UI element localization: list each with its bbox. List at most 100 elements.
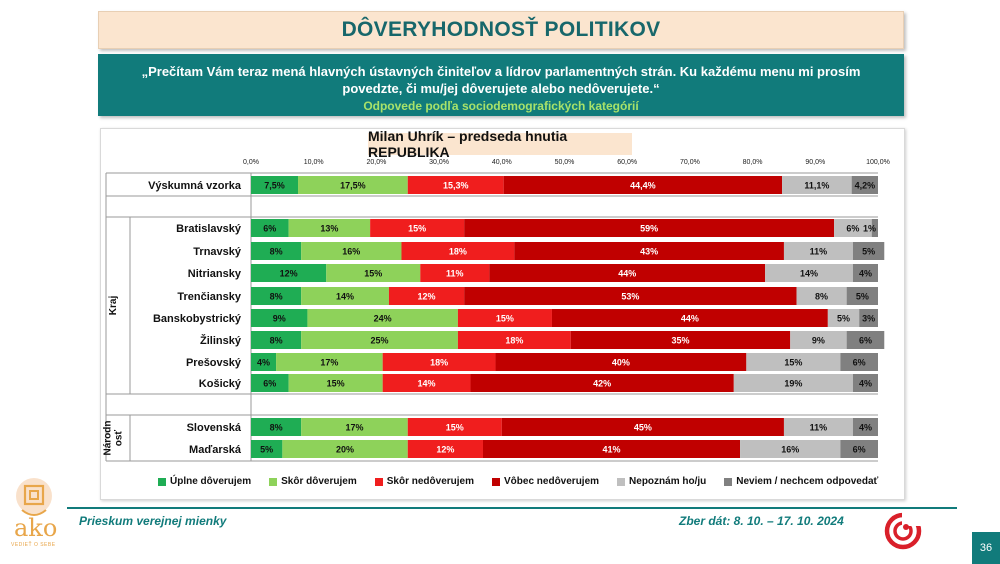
bar-segment — [301, 242, 402, 260]
group-label: osť — [114, 430, 125, 447]
bar-value-label: 14% — [336, 292, 354, 302]
legend-item: Úplne dôverujem — [158, 476, 251, 487]
bar-segment — [288, 219, 371, 237]
bar-value-label: 19% — [784, 379, 802, 389]
bar-value-label: 18% — [505, 336, 523, 346]
bar-segment — [851, 176, 878, 194]
bar-segment — [307, 309, 458, 327]
bar-value-label: 4% — [859, 269, 872, 279]
bar-segment — [298, 176, 408, 194]
bar-value-label: 5% — [837, 314, 850, 324]
legend-item: Vôbec nedôverujem — [492, 476, 599, 487]
bar-value-label: 7,5% — [264, 181, 285, 191]
bar-value-label: 9% — [273, 314, 286, 324]
x-tick-label: 80,0% — [743, 159, 763, 166]
page-number: 36 — [972, 532, 1000, 564]
x-tick-label: 60,0% — [617, 159, 637, 166]
bar-segment — [251, 418, 302, 436]
bar-segment — [407, 440, 483, 458]
bar-segment — [382, 374, 471, 392]
bar-value-label: 24% — [374, 314, 392, 324]
bar-segment — [765, 264, 853, 282]
bar-segment — [301, 287, 389, 305]
bar-value-label: 9% — [812, 336, 825, 346]
bar-segment — [852, 242, 885, 260]
bar-segment — [733, 374, 853, 392]
bar-value-label: 16% — [781, 445, 799, 455]
bar-segment — [827, 309, 860, 327]
bar-segment — [859, 309, 878, 327]
legend-item: Skôr dôverujem — [269, 476, 357, 487]
bar-segment — [503, 176, 783, 194]
bar-value-label: 1% — [863, 224, 876, 234]
bar-segment — [407, 418, 502, 436]
bar-value-label: 15% — [364, 269, 382, 279]
bar-segment — [495, 353, 747, 371]
bar-value-label: 17,5% — [340, 181, 366, 191]
group-label: Kraj — [108, 296, 119, 316]
bar-segment — [464, 287, 797, 305]
bar-segment — [871, 219, 878, 237]
bar-value-label: 5% — [856, 292, 869, 302]
legend-swatch — [158, 477, 166, 486]
legend-label: Skôr nedôverujem — [386, 476, 474, 487]
legend-item: Nepoznám ho/ju — [617, 476, 706, 487]
bar-segment — [457, 309, 552, 327]
bar-segment — [251, 353, 277, 371]
category-label: Žilinský — [200, 334, 242, 347]
bar-segment — [790, 331, 847, 349]
bar-segment — [740, 440, 841, 458]
bar-value-label: 53% — [621, 292, 639, 302]
category-label: Maďarská — [189, 444, 242, 456]
bar-segment — [370, 219, 465, 237]
x-tick-label: 10,0% — [304, 159, 324, 166]
bar-segment — [852, 418, 878, 436]
bar-value-label: 15% — [784, 358, 802, 368]
page-title: DÔVERYHODNOSŤ POLITIKOV — [341, 18, 661, 41]
legend-label: Úplne dôverujem — [170, 476, 252, 487]
bar-value-label: 6% — [853, 445, 866, 455]
bar-value-label: 5% — [260, 445, 273, 455]
bar-segment — [489, 264, 766, 282]
bar-segment — [852, 374, 878, 392]
group-label: Národn — [103, 421, 114, 456]
legend-swatch — [724, 477, 733, 486]
bar-value-label: 15% — [327, 379, 345, 389]
bar-segment — [420, 264, 490, 282]
bar-segment — [301, 331, 458, 349]
bar-segment — [551, 309, 828, 327]
legend-label: Neviem / nechcem odpovedať — [736, 476, 879, 487]
bar-value-label: 3% — [862, 314, 875, 324]
bar-value-label: 8% — [270, 423, 283, 433]
x-tick-label: 0,0% — [243, 159, 259, 166]
bar-value-label: 41% — [603, 445, 621, 455]
legend-item: Skôr nedôverujem — [374, 476, 474, 487]
category-label: Nitriansky — [188, 268, 242, 280]
question-text: „Prečítam Vám teraz mená hlavných ústavn… — [141, 64, 861, 96]
x-tick-label: 30,0% — [429, 159, 449, 166]
x-tick-label: 90,0% — [805, 159, 825, 166]
bar-value-label: 20% — [336, 445, 354, 455]
question-subtitle: Odpovede podľa sociodemografických kateg… — [363, 99, 639, 113]
bar-value-label: 5% — [862, 247, 875, 257]
bar-segment — [282, 440, 408, 458]
bar-segment — [251, 176, 299, 194]
bar-segment — [251, 264, 327, 282]
bar-value-label: 13% — [320, 224, 338, 234]
bar-segment — [251, 287, 302, 305]
bar-value-label: 35% — [671, 336, 689, 346]
category-label: Výskumná vzorka — [148, 180, 242, 192]
ako-logo-icon — [16, 478, 52, 516]
legend-swatch — [374, 477, 383, 486]
bar-value-label: 4% — [859, 379, 872, 389]
bar-value-label: 18% — [430, 358, 448, 368]
bar-segment — [782, 176, 852, 194]
bar-segment — [457, 331, 571, 349]
bar-value-label: 6% — [846, 224, 859, 234]
bar-value-label: 16% — [342, 247, 360, 257]
bar-value-label: 44,4% — [630, 181, 656, 191]
bar-value-label: 14% — [800, 269, 818, 279]
bar-value-label: 15% — [446, 423, 464, 433]
footer-date-range: Zber dát: 8. 10. – 17. 10. 2024 — [679, 514, 844, 528]
